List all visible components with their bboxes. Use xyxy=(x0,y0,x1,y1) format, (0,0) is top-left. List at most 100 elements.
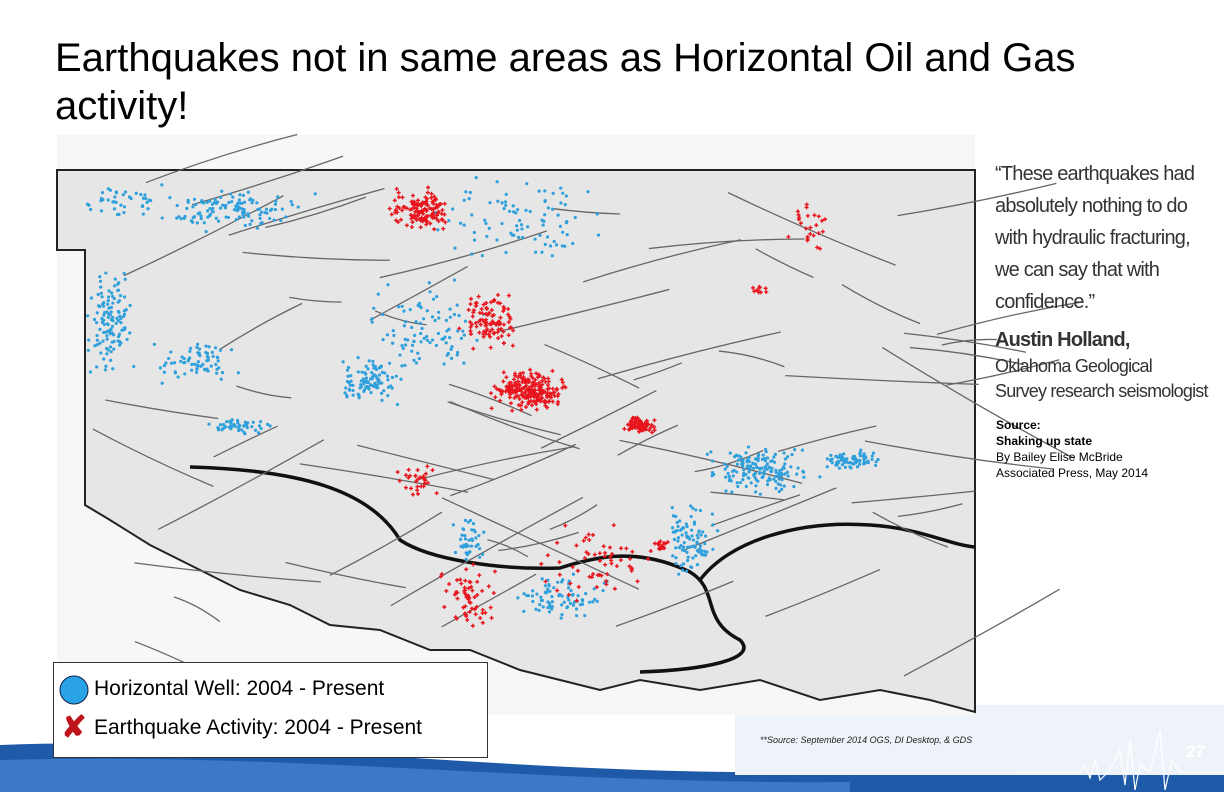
well-point xyxy=(214,216,218,220)
well-point xyxy=(463,518,468,522)
quake-point xyxy=(508,316,513,321)
well-point xyxy=(114,321,118,325)
well-point xyxy=(842,461,846,465)
fault-line xyxy=(134,562,321,583)
quake-point xyxy=(805,238,810,243)
well-point xyxy=(785,470,789,474)
well-point xyxy=(406,338,410,342)
well-point xyxy=(208,212,213,217)
well-point xyxy=(112,207,117,211)
quake-point xyxy=(463,578,468,583)
well-point xyxy=(94,320,99,325)
well-point xyxy=(185,206,189,210)
well-point xyxy=(104,364,108,368)
quake-point xyxy=(513,373,518,378)
well-point xyxy=(380,370,384,374)
quake-point xyxy=(637,424,642,429)
well-point xyxy=(774,474,778,478)
quake-point xyxy=(468,320,473,325)
quake-point xyxy=(527,379,532,384)
well-point xyxy=(388,361,392,365)
well-point xyxy=(452,312,457,317)
quake-point xyxy=(545,405,550,410)
well-point xyxy=(112,200,116,204)
well-point xyxy=(696,536,700,540)
well-point xyxy=(402,324,406,328)
quake-point xyxy=(484,300,489,305)
quake-point xyxy=(443,220,448,225)
fault-line xyxy=(285,561,406,589)
well-point xyxy=(399,377,403,381)
quake-point xyxy=(542,376,547,381)
well-point xyxy=(870,454,874,458)
quake-point xyxy=(432,194,437,199)
well-point xyxy=(453,550,458,555)
well-point xyxy=(478,547,482,551)
well-point xyxy=(102,322,106,326)
well-point xyxy=(382,389,386,393)
quake-point xyxy=(436,219,441,224)
well-point xyxy=(250,425,254,429)
quake-point xyxy=(400,208,405,213)
fault-line xyxy=(158,439,325,530)
quake-point xyxy=(554,387,559,392)
well-point xyxy=(777,477,781,481)
quote-line: “These earthquakes had xyxy=(995,163,1195,185)
well-point xyxy=(742,471,746,475)
well-point xyxy=(414,320,418,324)
quake-point xyxy=(751,285,756,290)
well-point xyxy=(206,369,210,373)
well-point xyxy=(180,355,184,359)
fault-line xyxy=(173,596,221,623)
quake-point xyxy=(468,331,473,336)
well-point xyxy=(728,451,732,455)
well-point xyxy=(560,594,564,598)
quake-point xyxy=(551,390,556,395)
well-point xyxy=(213,346,218,350)
well-point xyxy=(464,544,468,549)
well-point xyxy=(248,222,252,226)
quake-point xyxy=(808,225,813,230)
well-point xyxy=(220,371,225,375)
quake-point xyxy=(563,523,568,528)
fault-line xyxy=(449,401,580,450)
well-point xyxy=(526,594,531,598)
quake-point xyxy=(542,389,547,394)
well-point xyxy=(117,281,121,285)
well-point xyxy=(774,479,778,484)
quake-point xyxy=(590,533,595,538)
quake-point xyxy=(635,579,640,584)
well-point xyxy=(240,201,244,205)
quake-point xyxy=(466,597,471,602)
well-point xyxy=(444,341,448,345)
quake-point xyxy=(436,211,441,216)
well-point xyxy=(528,209,532,214)
quake-point xyxy=(496,327,501,332)
well-point xyxy=(106,302,110,306)
well-point xyxy=(205,351,210,356)
quake-point xyxy=(483,317,488,322)
map xyxy=(56,133,1083,715)
well-point xyxy=(767,465,772,469)
quake-point xyxy=(804,202,809,207)
quake-point xyxy=(817,246,822,251)
well-point xyxy=(190,362,194,366)
quake-point xyxy=(409,216,414,221)
well-point xyxy=(459,537,463,541)
quake-point xyxy=(566,592,571,597)
quake-point xyxy=(625,422,630,427)
well-point xyxy=(218,348,223,352)
well-point xyxy=(205,359,209,363)
well-point xyxy=(540,250,544,254)
well-point xyxy=(111,367,115,371)
quake-point xyxy=(534,371,539,376)
well-point xyxy=(685,550,689,554)
quake-point xyxy=(504,375,509,380)
well-point xyxy=(561,230,565,234)
source-publisher: Associated Press, May 2014 xyxy=(996,466,1149,480)
well-point xyxy=(246,190,250,194)
well-point xyxy=(744,451,748,455)
quake-point xyxy=(575,568,580,573)
well-point xyxy=(559,616,563,620)
well-point xyxy=(390,375,395,380)
